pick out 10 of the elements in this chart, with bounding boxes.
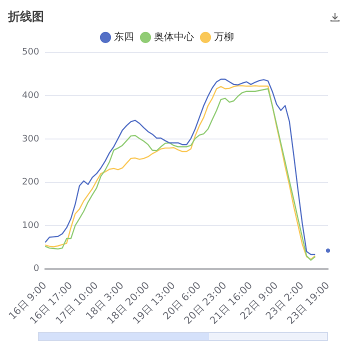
chart-title: 折线图 (7, 9, 44, 24)
legend-label: 东四 (114, 30, 134, 43)
legend-label: 奥体中心 (154, 30, 194, 43)
y-tick-label: 100 (22, 220, 40, 231)
y-tick-label: 300 (22, 134, 40, 144)
y-tick-label: 400 (22, 91, 40, 102)
y-tick-label: 200 (22, 178, 40, 188)
legend-label: 万柳 (214, 30, 234, 43)
y-tick-label: 0 (33, 264, 40, 274)
y-tick-label: 500 (22, 48, 40, 58)
